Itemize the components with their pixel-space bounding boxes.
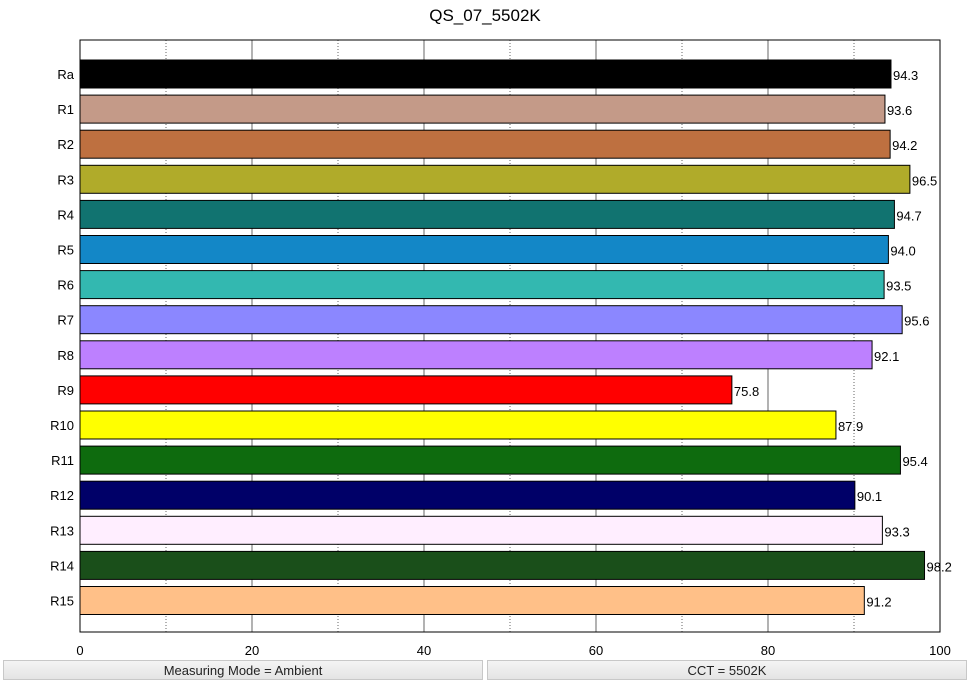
value-labels: 94.3 93.6 94.2 96.5 94.7 94.0 93.5 95.6 92.1 75.8… [734, 68, 952, 610]
value-label: 95.6 [904, 314, 929, 329]
category-label: R12 [50, 488, 74, 503]
value-label: 94.2 [892, 138, 917, 153]
bar-r10 [79, 410, 837, 440]
x-tick-label: 80 [761, 643, 775, 658]
category-label: R10 [50, 418, 74, 433]
category-label: R13 [50, 523, 74, 538]
measuring-mode-status: Measuring Mode = Ambient [3, 660, 483, 680]
value-label: 91.2 [866, 595, 891, 610]
bars-layer [79, 59, 926, 615]
bar-r11 [79, 445, 901, 475]
category-label: R4 [57, 207, 74, 222]
value-label: 96.5 [912, 173, 937, 188]
category-label: R3 [57, 172, 74, 187]
bar-r14 [79, 550, 926, 580]
category-label: R8 [57, 348, 74, 363]
bar-r2 [79, 129, 891, 159]
category-label: R1 [57, 102, 74, 117]
bar-r7 [79, 305, 903, 335]
value-label: 90.1 [857, 489, 882, 504]
x-tick-label: 0 [76, 643, 83, 658]
x-tick-label: 40 [417, 643, 431, 658]
bar-r4 [79, 199, 895, 229]
bar-chart: Ra R1 R2 R3 R4 R5 R6 R7 R8 R9 R10 R11 R12 R13 R14 R15 9… [50, 39, 952, 658]
bar-r12 [79, 480, 856, 510]
category-label: R11 [51, 453, 74, 468]
value-label: 94.7 [896, 208, 921, 223]
bar-r8 [79, 340, 873, 370]
value-label: 94.0 [890, 244, 915, 259]
value-label: 87.9 [838, 419, 863, 434]
bar-r3 [79, 164, 911, 194]
category-label: R9 [57, 383, 74, 398]
cct-status: CCT = 5502K [487, 660, 967, 680]
category-label: R5 [57, 243, 74, 258]
status-bar: Measuring Mode = Ambient CCT = 5502K [0, 660, 970, 683]
category-labels: Ra R1 R2 R3 R4 R5 R6 R7 R8 R9 R10 R11 R12 R13 R14 R15 [50, 67, 75, 609]
x-tick-label: 100 [929, 643, 951, 658]
value-label: 95.4 [902, 454, 927, 469]
category-label: R6 [57, 278, 74, 293]
category-label: R14 [50, 558, 74, 573]
category-label: Ra [57, 67, 74, 82]
bar-r15 [79, 586, 865, 615]
value-label: 93.3 [884, 524, 909, 539]
bar-r13 [79, 515, 883, 545]
x-tick-label: 60 [589, 643, 603, 658]
bar-r5 [79, 235, 889, 264]
category-label: R15 [50, 594, 74, 609]
bar-r6 [79, 270, 885, 300]
value-label: 93.6 [887, 103, 912, 118]
chart-title: QS_07_5502K [429, 6, 541, 25]
x-tick-label: 20 [245, 643, 259, 658]
value-label: 94.3 [893, 68, 918, 83]
value-label: 93.5 [886, 279, 911, 294]
value-label: 75.8 [734, 384, 759, 399]
x-axis-ticks: 0 20 40 60 80 100 [76, 643, 950, 658]
value-label: 92.1 [874, 349, 899, 364]
category-label: R2 [57, 137, 74, 152]
value-label: 98.2 [927, 559, 952, 574]
bar-r9 [79, 375, 733, 405]
category-label: R7 [57, 313, 74, 328]
bar-ra [79, 59, 892, 89]
bar-r1 [79, 94, 886, 124]
